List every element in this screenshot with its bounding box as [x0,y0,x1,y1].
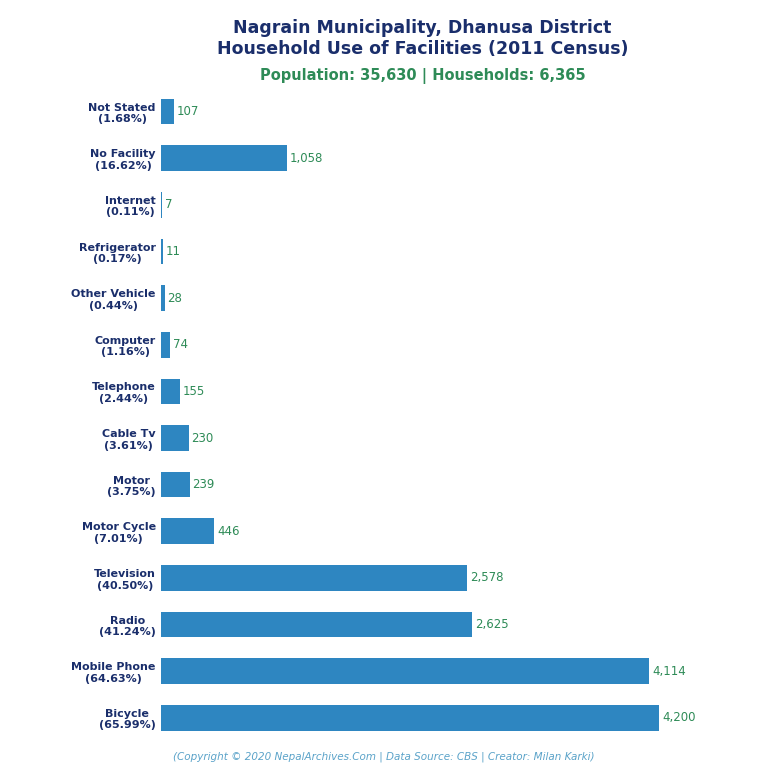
Text: Population: 35,630 | Households: 6,365: Population: 35,630 | Households: 6,365 [260,68,585,84]
Text: 7: 7 [165,198,173,211]
Text: 28: 28 [167,292,183,305]
Text: 2,578: 2,578 [470,571,503,584]
Text: (Copyright © 2020 NepalArchives.Com | Data Source: CBS | Creator: Milan Karki): (Copyright © 2020 NepalArchives.Com | Da… [174,751,594,762]
Text: 2,625: 2,625 [475,618,509,631]
Text: 4,200: 4,200 [662,711,696,724]
Text: Nagrain Municipality, Dhanusa District: Nagrain Municipality, Dhanusa District [233,19,611,37]
Bar [161,99,174,124]
Text: 107: 107 [177,105,200,118]
Bar [161,518,214,544]
Text: 230: 230 [191,432,214,445]
Bar [161,379,180,404]
Text: 155: 155 [183,385,205,398]
Bar [161,565,467,591]
Text: 446: 446 [217,525,240,538]
Text: 74: 74 [173,338,188,351]
Bar [161,145,286,171]
Bar [161,472,190,498]
Bar [161,658,649,684]
Bar [161,705,659,730]
Bar [161,332,170,358]
Text: 239: 239 [193,478,215,492]
Text: 11: 11 [166,245,180,258]
Text: 1,058: 1,058 [290,152,323,165]
Bar [161,612,472,637]
Bar [161,239,163,264]
Bar [161,425,189,451]
Text: 4,114: 4,114 [652,664,686,677]
Bar [161,192,162,217]
Text: Household Use of Facilities (2011 Census): Household Use of Facilities (2011 Census… [217,40,628,58]
Bar [161,286,164,311]
